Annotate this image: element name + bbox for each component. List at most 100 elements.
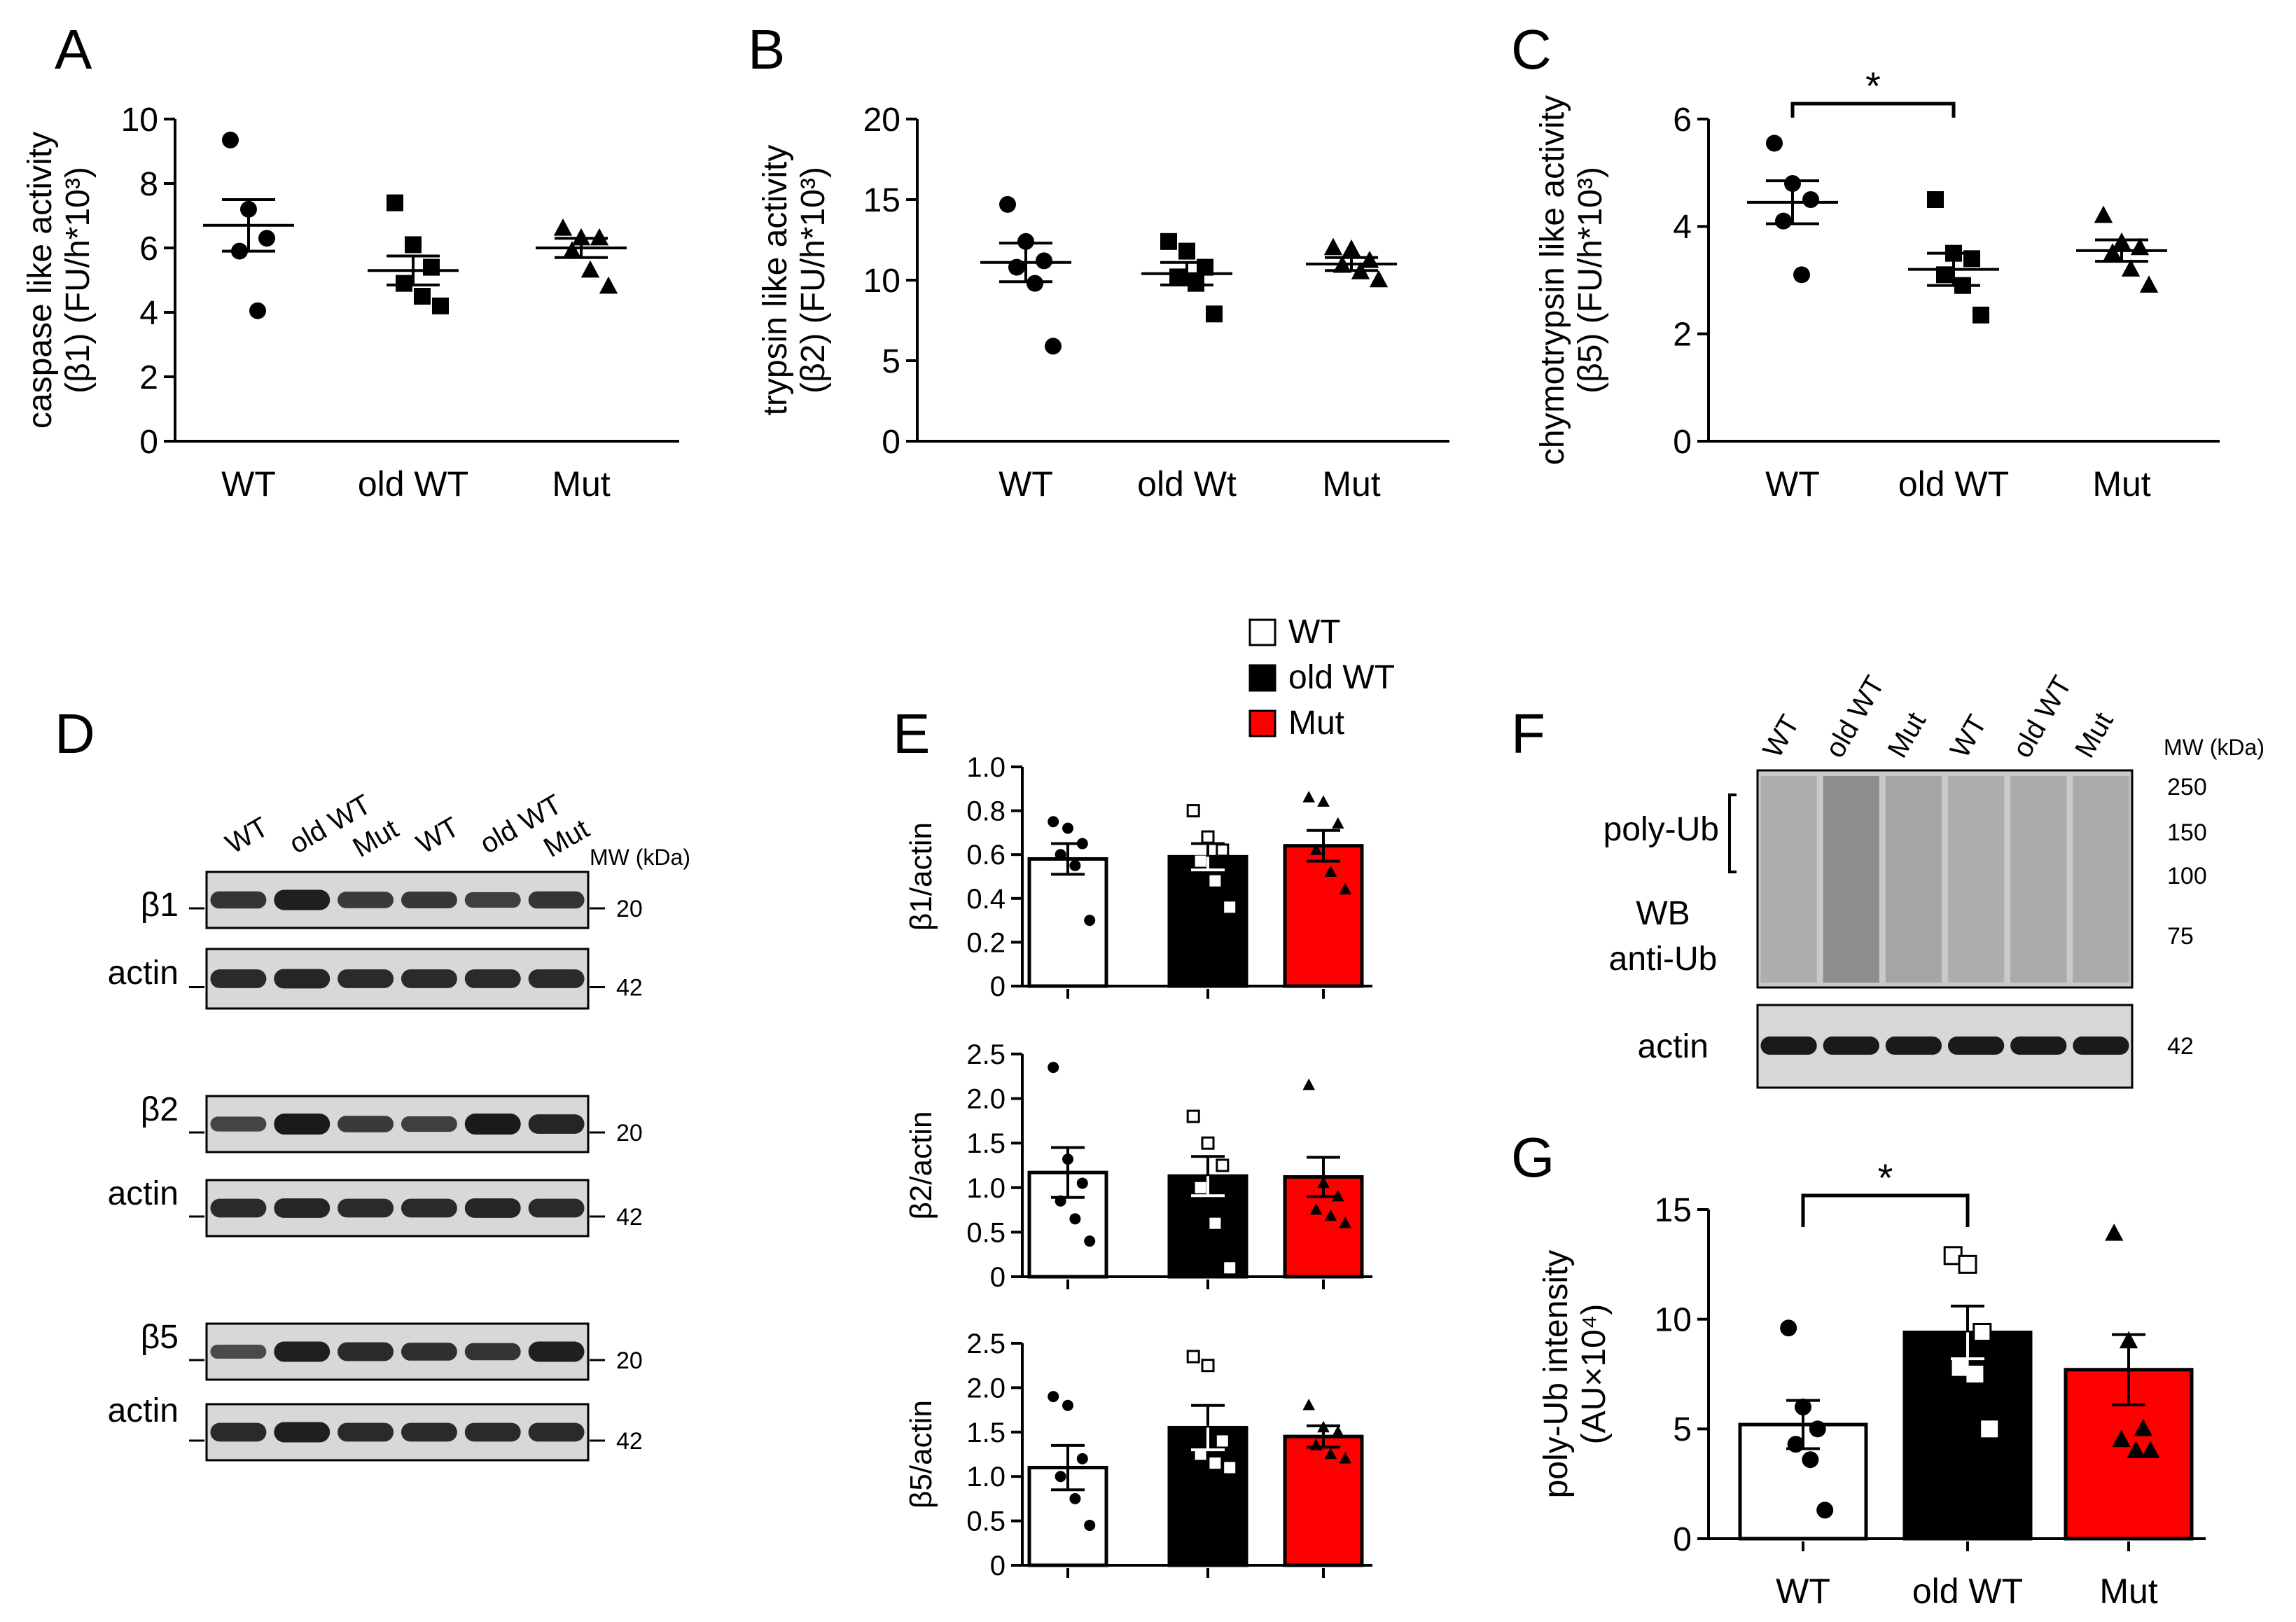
chart-g-data-point	[2105, 1224, 2124, 1241]
blot-d-row-label: β1	[141, 887, 179, 924]
chart-b-data-point	[1206, 305, 1223, 323]
blot-d-strip-1: actin 42	[108, 948, 643, 1010]
chart-e2-y-tick-label: 0.5	[966, 1217, 1006, 1248]
chart-g-data-point	[1966, 1366, 1984, 1382]
chart-g-polyub-intensity: 0 5 10 15 poly-Ub intensity (AU×10⁴) WT old WT M…	[1538, 1156, 2206, 1611]
blot-d-membrane	[205, 871, 590, 929]
chart-g-data-point	[1809, 1420, 1826, 1438]
chart-g-group-0	[1738, 1319, 1868, 1551]
chart-e3-data-point	[1055, 1471, 1066, 1483]
chart-e3-y-axis-label: β5/actin	[904, 1400, 938, 1509]
chart-a-y-tick-label: 6	[139, 230, 158, 268]
panel-letter-c: C	[1511, 18, 1552, 81]
blot-f-lane-label: Mut	[2069, 707, 2119, 763]
legend-swatch-mut	[1248, 709, 1276, 737]
chart-g-data-point	[1981, 1420, 1998, 1438]
blot-d-band	[338, 1422, 394, 1442]
chart-e1-y-tick-label: 0.6	[966, 840, 1006, 871]
chart-c-data-point	[1945, 244, 1962, 262]
chart-b-y-tick-label: 15	[863, 182, 900, 219]
blot-d-band	[210, 1422, 267, 1442]
chart-c-data-point	[2103, 243, 2122, 261]
chart-b-data-point	[1360, 251, 1379, 268]
panel-letter-f: F	[1511, 702, 1545, 765]
blot-f-smear	[1885, 776, 1942, 983]
chart-c-x-tick-label: WT	[1765, 464, 1820, 504]
chart-e1-data-point	[1048, 816, 1059, 828]
blot-d-row-label: β2	[141, 1091, 179, 1128]
blot-d-strip-0: β1 20	[141, 871, 643, 929]
blot-f-wb-label: WB	[1636, 895, 1690, 932]
chart-e2-data-point	[1069, 1213, 1081, 1225]
chart-e3-data-point	[1209, 1457, 1221, 1469]
chart-e1-data-point	[1084, 915, 1096, 927]
chart-b-group-2	[1306, 237, 1397, 288]
panel-letter-b: B	[748, 18, 785, 81]
blot-d-strip-4: β5 20	[141, 1319, 643, 1381]
chart-b-y-tick-label: 5	[882, 343, 900, 380]
blot-d-band	[338, 892, 394, 908]
chart-e3-data-point	[1186, 1350, 1200, 1364]
blot-d-band	[210, 1198, 267, 1218]
chart-e2-data-point	[1317, 1176, 1330, 1188]
blot-f-actin-mw: 42	[2167, 1033, 2194, 1060]
chart-a-data-point	[590, 228, 609, 246]
blot-f-mw-value: 100	[2167, 863, 2207, 889]
chart-e3-data-point	[1069, 1492, 1081, 1504]
chart-g-data-point	[2141, 1441, 2160, 1458]
blot-d-band	[401, 1116, 457, 1132]
chart-a-data-point	[240, 200, 257, 218]
chart-a-data-point	[396, 275, 412, 292]
blot-f-lane-label: Mut	[1882, 707, 1932, 763]
chart-e3-data-point	[1048, 1391, 1059, 1403]
blot-d-band	[528, 1114, 585, 1134]
chart-c-x-tick-label: old WT	[1898, 464, 2009, 504]
blot-d-band	[210, 891, 267, 909]
chart-a-x-tick-label: WT	[221, 464, 276, 504]
chart-b-data-point	[1178, 242, 1195, 260]
blot-d-band	[464, 1343, 521, 1361]
chart-g-data-point	[1780, 1319, 1797, 1337]
chart-e2-y-tick-label: 1.0	[966, 1173, 1006, 1204]
blot-f-actin-band	[1760, 1037, 1817, 1055]
chart-b-data-point	[1342, 239, 1361, 257]
chart-e1-data-point	[1332, 817, 1344, 829]
chart-g-data-point	[1787, 1436, 1804, 1453]
chart-e1-bar	[1167, 854, 1248, 988]
blot-d-band	[401, 969, 457, 988]
blot-d-mw-header: MW (kDa)	[590, 845, 690, 870]
chart-e1-data-point	[1076, 838, 1088, 850]
panel-letter-e: E	[893, 702, 930, 765]
blot-d-band	[274, 1198, 331, 1218]
chart-b-data-point	[1369, 270, 1389, 288]
blot-d-band	[401, 1198, 457, 1218]
chart-g-y-tick-label: 15	[1655, 1192, 1692, 1229]
chart-e3-y-tick-label: 2.5	[966, 1329, 1006, 1359]
chart-g-y-tick-label: 5	[1673, 1411, 1692, 1448]
blot-d-band	[528, 1422, 585, 1442]
blot-d-strip-2: β2 20	[141, 1091, 643, 1153]
chart-g-y-axis-label: poly-Ub intensity	[1538, 1250, 1575, 1499]
chart-e3-y-tick-label: 2.0	[966, 1373, 1006, 1403]
blot-f-polyub-label: poly-Ub	[1603, 811, 1719, 848]
chart-g-x-tick-label: WT	[1776, 1572, 1830, 1611]
blot-d-row-label: actin	[108, 1175, 179, 1212]
panel-letter-d: D	[55, 702, 95, 765]
chart-a-group-2	[536, 219, 627, 294]
chart-a-data-point	[562, 241, 582, 258]
blot-f-actin-band	[2010, 1037, 2067, 1055]
chart-a-data-point	[222, 131, 239, 148]
blot-d-band	[274, 1114, 331, 1135]
chart-c-data-point	[1954, 277, 1971, 294]
chart-g-data-point	[2119, 1331, 2138, 1349]
chart-b-data-point	[1351, 262, 1370, 279]
chart-e2-group-1	[1167, 1109, 1248, 1289]
chart-c-data-point	[2139, 275, 2159, 293]
panel-letter-a: A	[55, 18, 92, 81]
blot-d-band	[274, 889, 331, 910]
chart-a-data-point	[432, 297, 449, 314]
chart-c-data-point	[1927, 191, 1944, 208]
chart-g-y-tick-label: 0	[1673, 1521, 1692, 1558]
blot-d-mw-value: 42	[616, 1428, 643, 1455]
blot-d-mw-value: 20	[616, 896, 643, 922]
